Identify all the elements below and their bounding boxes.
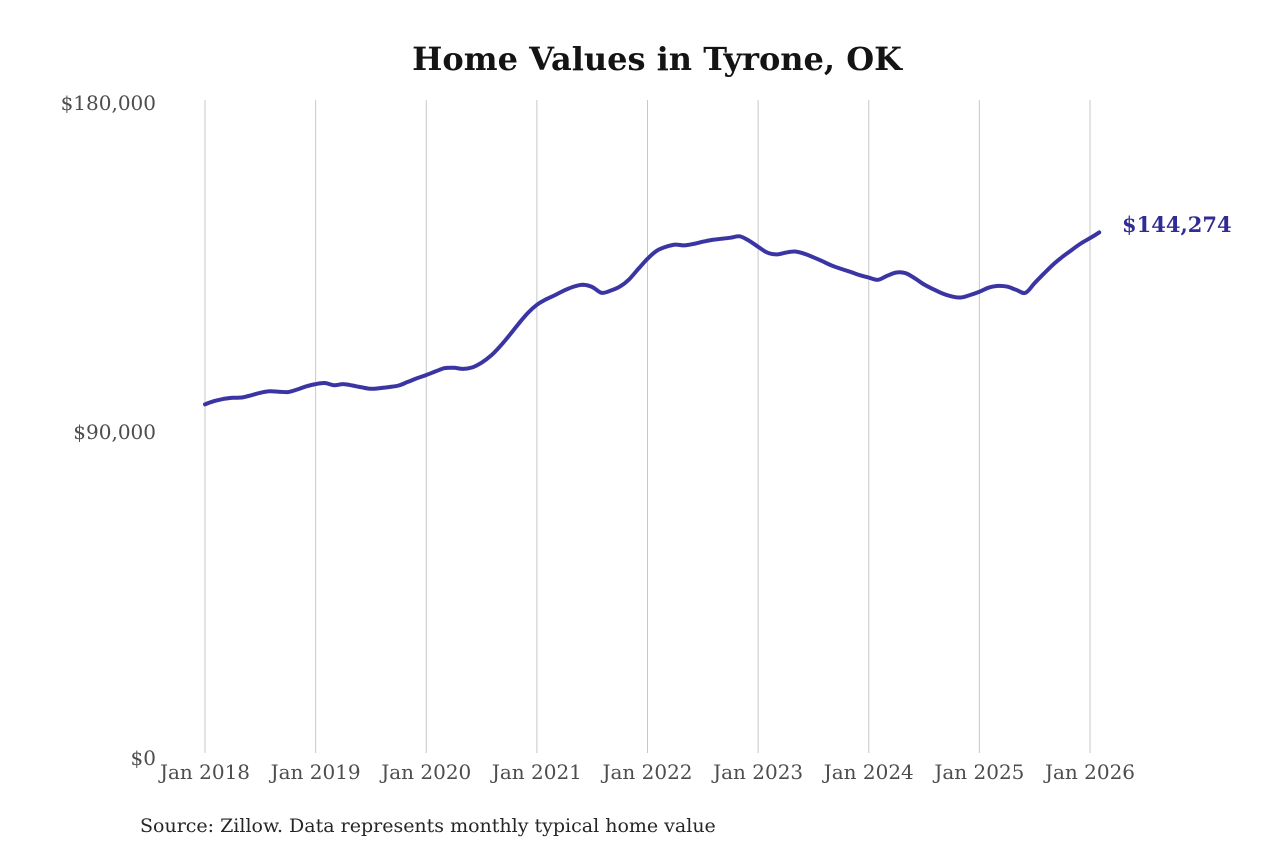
y-axis-label-0: $0 xyxy=(130,746,156,770)
x-axis-label: Jan 2024 xyxy=(822,760,914,784)
x-axis-label: Jan 2021 xyxy=(490,760,582,784)
x-axis-label: Jan 2020 xyxy=(379,760,471,784)
x-axis-label: Jan 2019 xyxy=(269,760,361,784)
x-axis-label: Jan 2022 xyxy=(600,760,692,784)
x-axis-label: Jan 2026 xyxy=(1043,760,1135,784)
x-axis-label: Jan 2023 xyxy=(711,760,803,784)
home-value-line xyxy=(203,230,1102,407)
y-axis-label-90000: $90,000 xyxy=(73,420,156,444)
latest-value-label: $144,274 xyxy=(1122,212,1232,237)
y-axis-label-180000: $180,000 xyxy=(60,91,156,115)
x-axis-label: Jan 2018 xyxy=(158,760,250,784)
source-note: Source: Zillow. Data represents monthly … xyxy=(140,815,716,837)
x-axis-label: Jan 2025 xyxy=(932,760,1024,784)
chart-title: Home Values in Tyrone, OK xyxy=(412,40,902,78)
